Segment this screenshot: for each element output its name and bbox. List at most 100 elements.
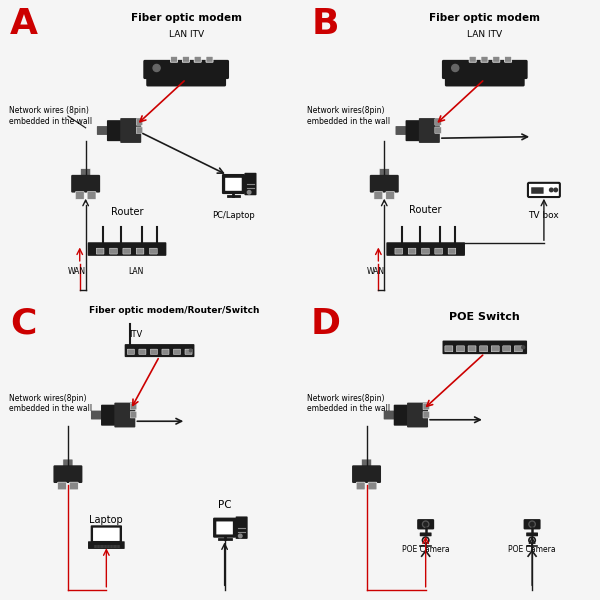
FancyBboxPatch shape (395, 126, 406, 135)
Circle shape (247, 191, 251, 194)
FancyBboxPatch shape (136, 248, 144, 254)
Text: Fiber optic modem: Fiber optic modem (429, 13, 540, 23)
FancyBboxPatch shape (130, 403, 137, 410)
FancyBboxPatch shape (531, 187, 544, 194)
Text: ITV: ITV (129, 329, 143, 338)
Text: Network wires(8pin)
embedded in the wall: Network wires(8pin) embedded in the wall (9, 394, 92, 413)
FancyBboxPatch shape (423, 412, 430, 418)
FancyBboxPatch shape (107, 120, 121, 141)
Text: Router: Router (409, 205, 442, 215)
FancyBboxPatch shape (206, 56, 213, 62)
Circle shape (522, 346, 524, 349)
FancyBboxPatch shape (97, 126, 107, 135)
FancyBboxPatch shape (149, 248, 157, 254)
FancyBboxPatch shape (244, 173, 257, 195)
FancyBboxPatch shape (93, 527, 119, 541)
FancyBboxPatch shape (374, 192, 383, 199)
FancyBboxPatch shape (420, 532, 431, 536)
Circle shape (424, 523, 428, 526)
Circle shape (452, 64, 459, 71)
FancyBboxPatch shape (435, 248, 443, 254)
FancyBboxPatch shape (386, 192, 395, 199)
FancyBboxPatch shape (194, 56, 201, 62)
FancyBboxPatch shape (151, 349, 157, 355)
FancyBboxPatch shape (383, 410, 394, 419)
FancyBboxPatch shape (213, 518, 236, 538)
FancyBboxPatch shape (96, 248, 104, 254)
FancyBboxPatch shape (370, 175, 399, 193)
FancyBboxPatch shape (146, 74, 226, 86)
Text: POE Camera: POE Camera (508, 545, 556, 554)
FancyBboxPatch shape (422, 248, 429, 254)
Circle shape (238, 534, 242, 538)
FancyBboxPatch shape (170, 56, 178, 62)
Text: Fiber optic modem: Fiber optic modem (131, 13, 242, 23)
FancyBboxPatch shape (53, 465, 82, 483)
FancyBboxPatch shape (445, 346, 453, 352)
FancyBboxPatch shape (110, 248, 117, 254)
FancyBboxPatch shape (173, 349, 181, 355)
Text: TV box: TV box (529, 211, 559, 220)
FancyBboxPatch shape (143, 60, 229, 79)
FancyBboxPatch shape (225, 178, 242, 191)
Text: Network wires(8pin)
embedded in the wall: Network wires(8pin) embedded in the wall (307, 394, 391, 413)
FancyBboxPatch shape (120, 118, 141, 143)
Text: Laptop: Laptop (89, 515, 123, 525)
Text: D: D (310, 307, 340, 341)
FancyBboxPatch shape (356, 482, 365, 490)
FancyBboxPatch shape (182, 56, 190, 62)
FancyBboxPatch shape (514, 346, 523, 352)
FancyBboxPatch shape (87, 192, 96, 199)
FancyBboxPatch shape (394, 404, 408, 425)
FancyBboxPatch shape (162, 349, 169, 355)
Text: POE Camera: POE Camera (402, 545, 449, 554)
FancyBboxPatch shape (435, 127, 442, 133)
FancyBboxPatch shape (136, 119, 143, 125)
FancyBboxPatch shape (125, 344, 194, 357)
FancyBboxPatch shape (139, 349, 146, 355)
FancyBboxPatch shape (395, 248, 403, 254)
FancyBboxPatch shape (58, 482, 67, 490)
FancyBboxPatch shape (222, 174, 245, 194)
FancyBboxPatch shape (362, 459, 371, 467)
FancyBboxPatch shape (130, 412, 137, 418)
Circle shape (530, 523, 534, 526)
Text: LAN ITV: LAN ITV (169, 30, 204, 39)
FancyBboxPatch shape (123, 248, 131, 254)
FancyBboxPatch shape (71, 175, 100, 193)
FancyBboxPatch shape (101, 404, 115, 425)
Text: A: A (10, 7, 38, 41)
FancyBboxPatch shape (423, 403, 430, 410)
FancyBboxPatch shape (88, 242, 166, 256)
FancyBboxPatch shape (479, 346, 488, 352)
FancyBboxPatch shape (524, 519, 541, 529)
FancyBboxPatch shape (468, 346, 476, 352)
Text: LAN ITV: LAN ITV (467, 30, 502, 39)
FancyBboxPatch shape (217, 521, 233, 535)
FancyBboxPatch shape (127, 349, 134, 355)
FancyBboxPatch shape (352, 465, 381, 483)
Circle shape (422, 521, 429, 527)
FancyBboxPatch shape (91, 525, 122, 544)
FancyBboxPatch shape (481, 56, 488, 62)
Text: B: B (311, 7, 339, 41)
FancyBboxPatch shape (386, 242, 465, 256)
FancyBboxPatch shape (91, 410, 101, 419)
FancyBboxPatch shape (443, 341, 527, 354)
FancyBboxPatch shape (236, 517, 248, 539)
Circle shape (153, 64, 160, 71)
FancyBboxPatch shape (408, 248, 416, 254)
Text: WAN: WAN (367, 267, 385, 276)
FancyBboxPatch shape (63, 459, 73, 467)
Text: PC: PC (218, 500, 232, 510)
Text: WAN: WAN (68, 267, 86, 276)
FancyBboxPatch shape (70, 482, 78, 490)
Text: C: C (10, 307, 37, 341)
Text: LAN: LAN (128, 267, 143, 276)
FancyBboxPatch shape (185, 349, 192, 355)
FancyBboxPatch shape (407, 403, 428, 427)
FancyBboxPatch shape (448, 248, 456, 254)
FancyBboxPatch shape (526, 532, 538, 536)
Text: Network wires(8pin)
embedded in the wall: Network wires(8pin) embedded in the wall (307, 106, 391, 126)
FancyBboxPatch shape (493, 56, 500, 62)
